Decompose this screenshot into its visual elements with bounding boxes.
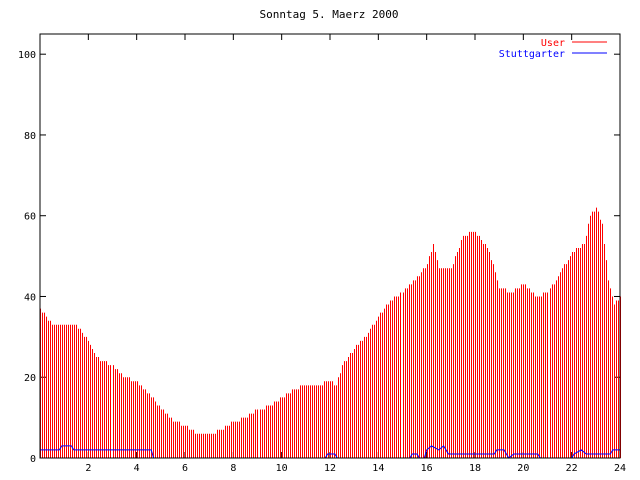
x-tick-label: 16 <box>421 463 433 474</box>
stuttgarter-series <box>40 445 620 459</box>
x-tick-label: 8 <box>230 463 236 474</box>
stuttgarter-line <box>40 445 620 459</box>
x-tick-label: 20 <box>517 463 529 474</box>
x-tick-label: 24 <box>614 463 626 474</box>
x-tick-label: 6 <box>182 463 188 474</box>
x-tick-label: 18 <box>469 463 481 474</box>
y-tick-label: 0 <box>30 454 36 465</box>
y-axis: 0 20 40 60 80 100 <box>18 50 620 465</box>
x-tick-label: 2 <box>85 463 91 474</box>
y-tick-label: 100 <box>18 50 36 61</box>
y-tick-label: 80 <box>24 131 36 142</box>
y-tick-label: 60 <box>24 212 36 223</box>
legend-label-stuttgarter: Stuttgarter <box>499 49 565 60</box>
y-tick-label: 40 <box>24 292 36 303</box>
user-series <box>40 207 621 458</box>
legend-label-user: User <box>541 38 565 49</box>
x-tick-label: 14 <box>372 463 384 474</box>
x-tick-label: 10 <box>276 463 288 474</box>
y-tick-label: 20 <box>24 373 36 384</box>
plot-frame <box>39 33 621 459</box>
x-tick-label: 4 <box>134 463 140 474</box>
x-axis: 2 4 6 8 10 12 14 16 18 20 22 24 <box>85 34 626 474</box>
x-tick-label: 12 <box>324 463 336 474</box>
legend: User Stuttgarter <box>499 38 607 60</box>
chart-title: Sonntag 5. Maerz 2000 <box>259 8 398 21</box>
x-tick-label: 22 <box>566 463 578 474</box>
